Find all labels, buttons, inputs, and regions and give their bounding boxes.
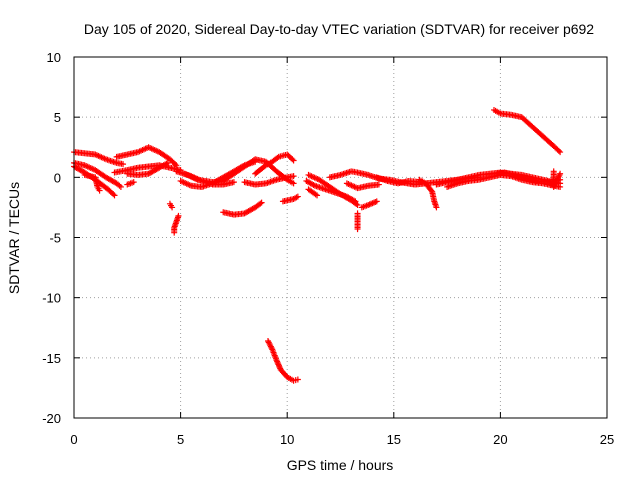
x-tick-labels: 0 5 10 15 20 25 <box>70 432 614 447</box>
data-point <box>169 204 176 211</box>
axis-ticks <box>73 56 608 419</box>
data-point <box>274 358 281 365</box>
data-point <box>290 173 297 180</box>
data-point <box>111 192 118 199</box>
data-point <box>164 159 171 166</box>
x-tick-label: 10 <box>280 432 294 447</box>
data-point <box>275 361 282 368</box>
x-axis-label: GPS time / hours <box>287 457 394 473</box>
y-tick-label: 5 <box>54 110 61 125</box>
data-point <box>275 362 282 369</box>
data-point <box>273 357 280 364</box>
data-point <box>555 147 562 154</box>
data-point <box>257 200 264 207</box>
data-point <box>373 198 380 205</box>
data-point <box>290 157 297 164</box>
x-tick-label: 0 <box>70 432 77 447</box>
plot-frame <box>73 56 608 419</box>
data-point <box>557 149 564 156</box>
data-point <box>354 226 361 233</box>
data-point <box>120 161 127 168</box>
x-tick-label: 15 <box>387 432 401 447</box>
chart-title: Day 105 of 2020, Sidereal Day-to-day VTE… <box>84 21 594 37</box>
data-point <box>353 201 360 208</box>
data-point <box>130 179 137 186</box>
data-point <box>294 193 301 200</box>
y-tick-label: -5 <box>49 231 61 246</box>
data-point <box>289 156 296 163</box>
y-tick-label: -10 <box>42 291 61 306</box>
y-tick-label: 10 <box>47 50 61 65</box>
y-tick-labels: 10 5 0 -5 -10 -15 -20 <box>42 50 61 426</box>
x-tick-label: 20 <box>493 432 507 447</box>
data-point <box>557 183 564 190</box>
y-axis-label: SDTVAR / TECUs <box>6 182 22 294</box>
x-tick-label: 5 <box>177 432 184 447</box>
data-point <box>96 187 103 194</box>
x-tick-label: 25 <box>600 432 614 447</box>
data-point <box>230 179 237 186</box>
data-marks <box>71 106 564 384</box>
data-point <box>117 183 124 190</box>
y-tick-label: 0 <box>54 170 61 185</box>
data-point <box>375 181 382 188</box>
data-point <box>354 202 361 209</box>
data-point <box>110 191 117 198</box>
data-point <box>258 199 265 206</box>
data-point <box>428 187 435 194</box>
data-point <box>276 364 283 371</box>
data-point <box>290 180 297 187</box>
grid-lines <box>74 57 607 418</box>
data-point <box>274 359 281 366</box>
y-tick-label: -20 <box>42 411 61 426</box>
data-point <box>557 170 564 177</box>
data-point <box>314 192 321 199</box>
data-point <box>171 229 178 236</box>
data-point <box>433 204 440 211</box>
data-point <box>294 376 301 383</box>
y-tick-label: -15 <box>42 351 61 366</box>
